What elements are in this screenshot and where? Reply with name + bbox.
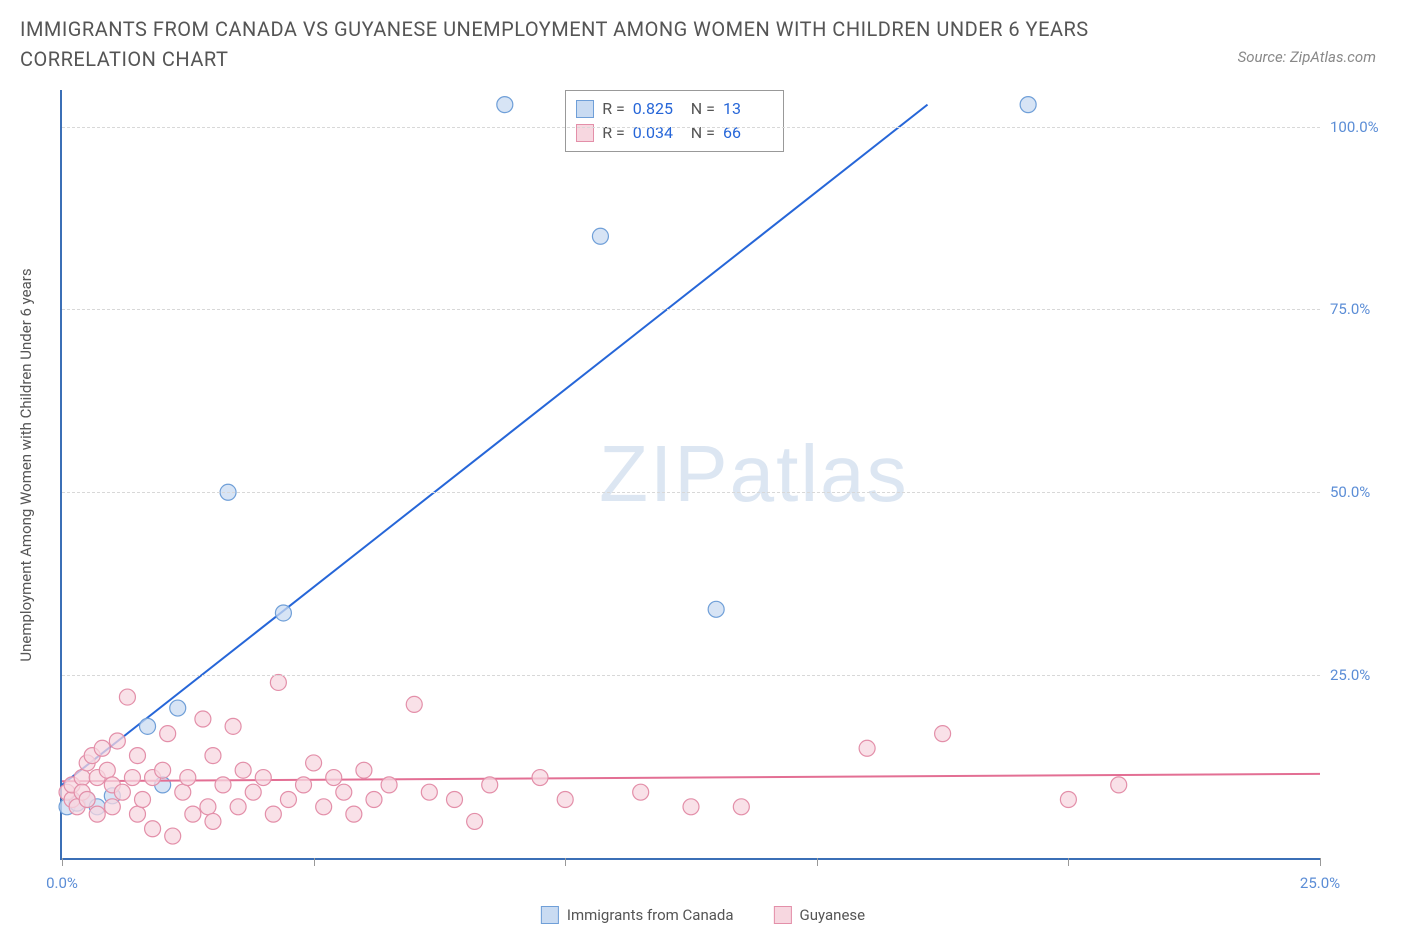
data-point xyxy=(200,799,216,815)
chart-title: IMMIGRANTS FROM CANADA VS GUYANESE UNEMP… xyxy=(20,14,1140,74)
data-point xyxy=(592,228,608,244)
data-point xyxy=(446,791,462,807)
gridline-h xyxy=(62,127,1320,128)
x-tick xyxy=(1320,858,1321,866)
data-point xyxy=(225,718,241,734)
trend-line xyxy=(62,774,1320,781)
data-point xyxy=(381,777,397,793)
plot-area: ZIPatlas R =0.825N =13R =0.034N =66 25.0… xyxy=(60,90,1320,860)
data-point xyxy=(119,689,135,705)
x-tick xyxy=(565,858,566,866)
x-tick xyxy=(817,858,818,866)
data-point xyxy=(145,821,161,837)
legend-swatch xyxy=(774,906,792,924)
data-point xyxy=(280,791,296,807)
data-point xyxy=(935,726,951,742)
data-point xyxy=(275,605,291,621)
y-axis-label: Unemployment Among Women with Children U… xyxy=(17,268,35,661)
data-point xyxy=(230,799,246,815)
data-point xyxy=(155,762,171,778)
data-point xyxy=(1060,791,1076,807)
data-point xyxy=(336,784,352,800)
data-point xyxy=(482,777,498,793)
data-point xyxy=(135,791,151,807)
legend-swatch xyxy=(541,906,559,924)
gridline-h xyxy=(62,309,1320,310)
y-tick-label: 75.0% xyxy=(1330,300,1395,318)
y-tick-label: 100.0% xyxy=(1330,118,1395,136)
data-point xyxy=(708,601,724,617)
x-tick-label: 0.0% xyxy=(46,874,78,892)
data-point xyxy=(683,799,699,815)
data-point xyxy=(124,770,140,786)
y-tick-label: 25.0% xyxy=(1330,666,1395,684)
data-point xyxy=(160,726,176,742)
x-tick-label: 25.0% xyxy=(1300,874,1340,892)
data-point xyxy=(346,806,362,822)
data-point xyxy=(79,791,95,807)
data-point xyxy=(175,784,191,800)
trend-line xyxy=(62,105,928,785)
data-point xyxy=(170,700,186,716)
data-point xyxy=(326,770,342,786)
data-point xyxy=(497,97,513,113)
data-point xyxy=(296,777,312,793)
x-tick xyxy=(62,858,63,866)
legend-label: Guyanese xyxy=(800,906,866,924)
data-point xyxy=(235,762,251,778)
data-point xyxy=(114,784,130,800)
data-point xyxy=(306,755,322,771)
data-point xyxy=(245,784,261,800)
data-point xyxy=(421,784,437,800)
data-point xyxy=(129,748,145,764)
data-point xyxy=(129,806,145,822)
x-tick xyxy=(314,858,315,866)
legend-label: Immigrants from Canada xyxy=(567,906,734,924)
data-point xyxy=(215,777,231,793)
data-point xyxy=(270,674,286,690)
data-point xyxy=(255,770,271,786)
data-point xyxy=(89,806,105,822)
data-point xyxy=(366,791,382,807)
data-point xyxy=(557,791,573,807)
y-tick-label: 50.0% xyxy=(1330,483,1395,501)
source-attribution: Source: ZipAtlas.com xyxy=(1238,48,1376,66)
data-point xyxy=(467,813,483,829)
data-point xyxy=(265,806,281,822)
data-point xyxy=(180,770,196,786)
data-point xyxy=(195,711,211,727)
data-point xyxy=(733,799,749,815)
data-point xyxy=(104,799,120,815)
data-point xyxy=(140,718,156,734)
data-point xyxy=(74,770,90,786)
gridline-h xyxy=(62,675,1320,676)
gridline-h xyxy=(62,492,1320,493)
data-point xyxy=(1020,97,1036,113)
data-point xyxy=(99,762,115,778)
data-point xyxy=(406,696,422,712)
legend-item: Guyanese xyxy=(774,906,866,924)
plot-svg xyxy=(62,90,1320,858)
data-point xyxy=(205,748,221,764)
data-point xyxy=(532,770,548,786)
data-point xyxy=(859,740,875,756)
data-point xyxy=(109,733,125,749)
data-point xyxy=(185,806,201,822)
x-tick xyxy=(1068,858,1069,866)
data-point xyxy=(356,762,372,778)
data-point xyxy=(165,828,181,844)
data-point xyxy=(205,813,221,829)
legend-item: Immigrants from Canada xyxy=(541,906,734,924)
data-point xyxy=(316,799,332,815)
data-point xyxy=(94,740,110,756)
bottom-legend: Immigrants from Canada Guyanese xyxy=(541,906,865,924)
data-point xyxy=(633,784,649,800)
data-point xyxy=(1111,777,1127,793)
